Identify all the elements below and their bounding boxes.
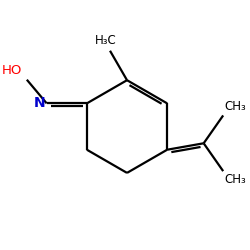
Text: HO: HO: [2, 64, 22, 78]
Text: H₃C: H₃C: [94, 34, 116, 47]
Text: CH₃: CH₃: [225, 174, 246, 186]
Text: CH₃: CH₃: [225, 100, 246, 113]
Text: N: N: [34, 96, 45, 110]
